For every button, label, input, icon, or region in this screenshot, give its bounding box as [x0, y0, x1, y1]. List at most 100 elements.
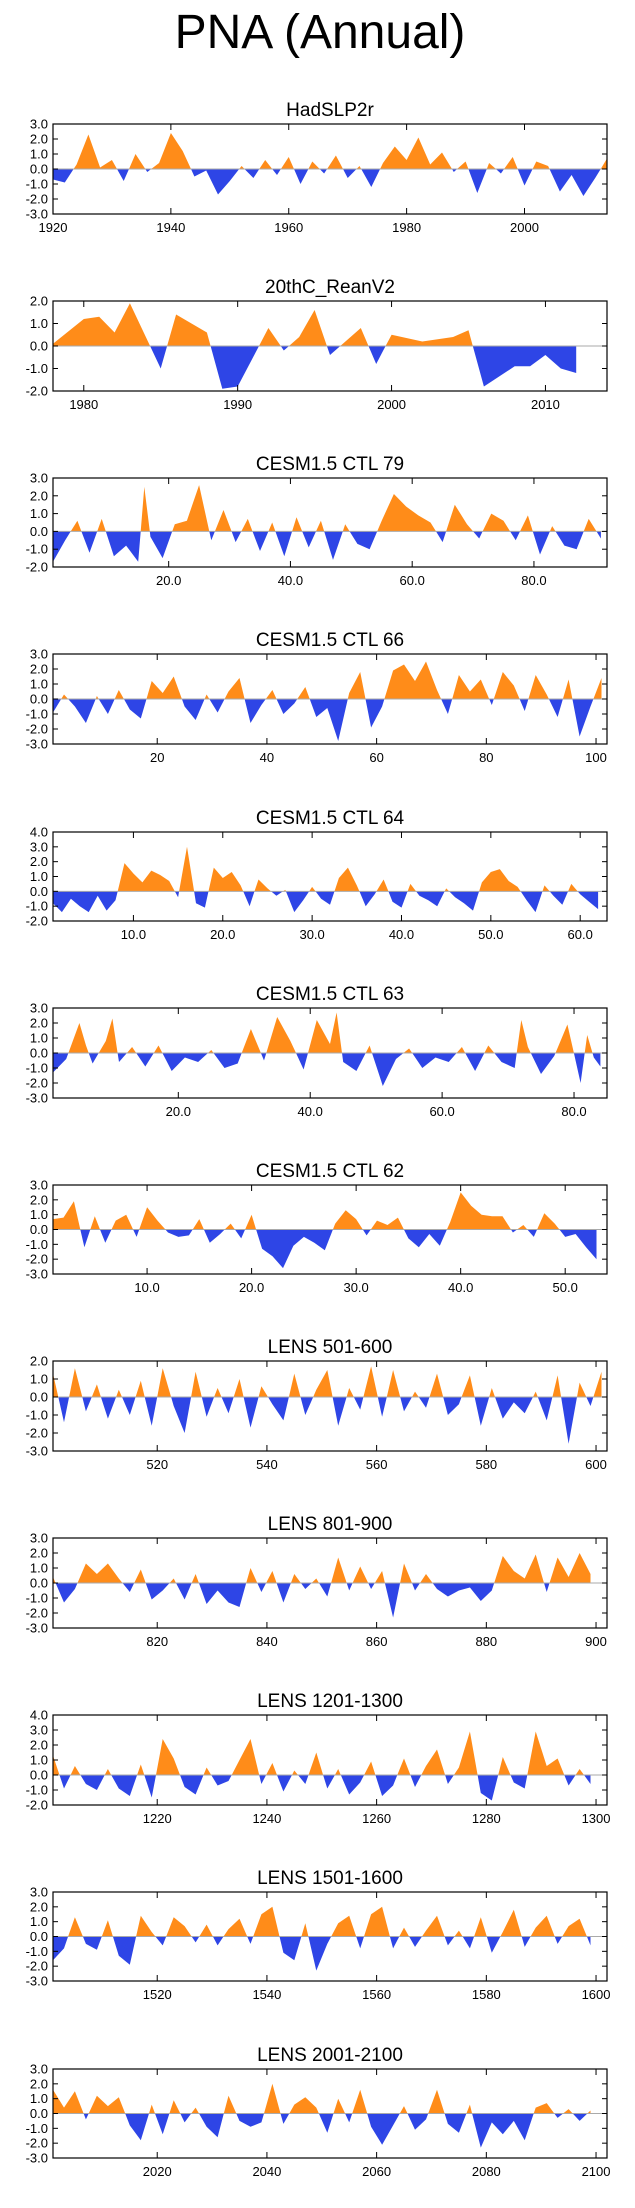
x-tick-label: 40	[260, 750, 274, 765]
y-tick-label: 0.0	[30, 1390, 48, 1405]
y-tick-label: -2.0	[26, 1606, 48, 1621]
x-tick-label: 80	[479, 750, 493, 765]
y-tick-label: 1.0	[30, 1561, 48, 1576]
y-tick-label: 3.0	[30, 1723, 48, 1738]
x-tick-label: 40.0	[448, 1280, 473, 1295]
x-tick-label: 1220	[143, 1811, 172, 1826]
y-tick-label: -1.0	[26, 899, 48, 914]
panel-12: LENS 2001-2100 3.02.01.00.0-1.0-2.0-3.0 20…	[26, 2045, 611, 2179]
negative-area	[53, 1936, 591, 1971]
y-tick-label: -2.0	[26, 722, 48, 737]
panel-2: 20thC_ReanV2 2.0 1.0 0.0 -1.0 -2.0 1980 1990 200…	[26, 277, 608, 412]
y-tick-label: 3.0	[30, 1885, 48, 1900]
y-tick-label: -2.0	[26, 1959, 48, 1974]
plot-frame	[52, 1360, 608, 1452]
y-tick-label: 2.0	[30, 2076, 48, 2091]
x-tick-label: 20.0	[239, 1280, 264, 1295]
x-tick-label: 20	[150, 750, 164, 765]
x-tick-label: 60.0	[568, 927, 593, 942]
positive-area	[53, 485, 601, 532]
x-tick-label: 80.0	[561, 1104, 586, 1119]
x-tick-label: 40.0	[278, 573, 303, 588]
y-tick-label: 1.0	[30, 1914, 48, 1929]
y-tick-label: 0.0	[30, 339, 48, 354]
positive-area	[53, 1192, 597, 1230]
x-tick-label: 40.0	[298, 1104, 323, 1119]
y-tick-label: -2.0	[26, 384, 48, 399]
y-tick-label: -2.0	[26, 1426, 48, 1441]
y-tick-label: 3.0	[30, 2062, 48, 2077]
negative-area	[53, 2113, 591, 2148]
y-tick-label: -1.0	[26, 1237, 48, 1252]
y-tick-label: 1.0	[30, 1753, 48, 1768]
y-tick-label: 3.0	[30, 647, 48, 662]
positive-area	[53, 2083, 591, 2114]
x-tick-label: 1540	[252, 1987, 281, 2002]
x-tick-label: 840	[256, 1634, 278, 1649]
negative-area	[53, 169, 607, 196]
plot-frame	[52, 477, 608, 568]
positive-area	[53, 661, 602, 699]
panel-title: CESM1.5 CTL 79	[256, 454, 404, 475]
y-tick-label: 1.0	[30, 1207, 48, 1222]
positive-area	[53, 1012, 601, 1053]
y-tick-label: 3.0	[30, 1001, 48, 1016]
positive-area	[53, 1906, 591, 1937]
y-tick-label: -1.0	[26, 542, 48, 557]
y-tick-label: 1.0	[30, 1031, 48, 1046]
negative-area	[53, 699, 602, 741]
y-tick-label: 1.0	[30, 506, 48, 521]
x-tick-label: 1980	[392, 220, 421, 235]
x-tick-label: 1990	[223, 397, 252, 412]
y-tick-label: -2.0	[26, 1076, 48, 1091]
panel-title: CESM1.5 CTL 64	[256, 808, 405, 829]
y-tick-label: -2.0	[26, 560, 48, 575]
y-tick-label: 1.0	[30, 869, 48, 884]
x-tick-label: 900	[585, 1634, 607, 1649]
y-tick-label: 0.0	[30, 884, 48, 899]
y-tick-label: 2.0	[30, 1016, 48, 1031]
negative-area	[53, 1397, 602, 1444]
y-tick-label: 1.0	[30, 677, 48, 692]
positive-area	[53, 846, 599, 892]
y-tick-label: 2.0	[30, 1192, 48, 1207]
x-tick-label: 1300	[582, 1811, 611, 1826]
x-tick-label: 80.0	[521, 573, 546, 588]
x-tick-label: 60.0	[400, 573, 425, 588]
y-tick-label: 2.0	[30, 1899, 48, 1914]
y-tick-label: -3.0	[26, 207, 48, 222]
y-tick-label: -1.0	[26, 1061, 48, 1076]
y-tick-label: -1.0	[26, 361, 48, 376]
y-tick-label: -3.0	[26, 2151, 48, 2166]
y-tick-label: 3.0	[30, 1178, 48, 1193]
y-tick-label: 0.0	[30, 162, 48, 177]
y-tick-label: 0.0	[30, 1576, 48, 1591]
y-tick-label: 2.0	[30, 854, 48, 869]
y-tick-label: -1.0	[26, 1783, 48, 1798]
x-tick-label: 860	[366, 1634, 388, 1649]
y-tick-label: -3.0	[26, 1621, 48, 1636]
y-tick-label: 2.0	[30, 1546, 48, 1561]
x-tick-label: 560	[366, 1457, 388, 1472]
y-tick-label: -1.0	[26, 177, 48, 192]
x-tick-label: 50.0	[478, 927, 503, 942]
y-tick-label: 0.0	[30, 2106, 48, 2121]
panel-title: LENS 1501-1600	[257, 1868, 403, 1889]
positive-area	[53, 1366, 602, 1397]
panel-6: CESM1.5 CTL 63 3.02.01.00.0-1.0-2.0-3.0 20…	[26, 984, 608, 1119]
x-tick-label: 50.0	[553, 1280, 578, 1295]
x-tick-label: 1920	[39, 220, 68, 235]
y-tick-label: -1.0	[26, 1591, 48, 1606]
x-tick-label: 1940	[156, 220, 185, 235]
y-tick-label: -1.0	[26, 1944, 48, 1959]
x-tick-label: 1960	[274, 220, 303, 235]
x-tick-label: 60.0	[429, 1104, 454, 1119]
y-tick-label: -1.0	[26, 1408, 48, 1423]
y-tick-label: 3.0	[30, 471, 48, 486]
x-tick-label: 20.0	[166, 1104, 191, 1119]
panel-9: LENS 801-900 3.02.01.00.0-1.0-2.0-3.0 820 8…	[26, 1514, 608, 1649]
y-tick-label: 0.0	[30, 524, 48, 539]
y-tick-label: 1.0	[30, 2091, 48, 2106]
negative-area	[53, 891, 599, 913]
